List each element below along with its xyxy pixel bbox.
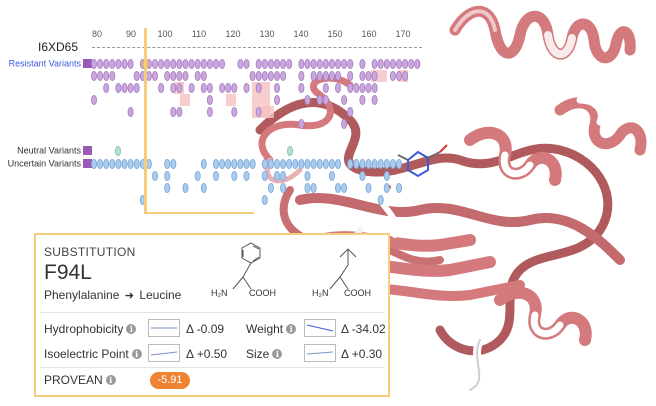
provean-text: PROVEAN	[44, 373, 103, 387]
from-residue: Phenylalanine	[44, 288, 120, 302]
axis-tick: 80	[91, 29, 103, 39]
residue-change: Phenylalanine ➜ Leucine	[44, 288, 181, 302]
isoelectric-text: Isoelectric Point	[44, 347, 129, 361]
amine-label-a: H₂N	[211, 288, 228, 298]
substitution-heading: SUBSTITUTION	[44, 245, 136, 259]
weight-text: Weight	[246, 322, 284, 336]
track-label-resistant: Resistant Variants	[8, 58, 81, 69]
track-neutral[interactable]: Neutral Variants	[0, 145, 92, 157]
variant-id: F94L	[44, 261, 92, 284]
substitution-card: SUBSTITUTION F94L Phenylalanine ➜ Leucin…	[34, 233, 390, 397]
sequence-name: I6XD65	[38, 40, 79, 54]
hydrophobicity-text: Hydrophobicity	[44, 322, 124, 336]
isoelectric-value: Δ +0.50	[186, 347, 228, 361]
size-value: Δ +0.30	[341, 347, 383, 361]
provean-score-badge: -5.91	[150, 372, 190, 389]
axis-tick: 100	[157, 29, 173, 39]
phenylalanine-structure: H₂N COOH	[211, 235, 291, 305]
track-uncertain[interactable]: Uncertain Variants	[0, 158, 92, 170]
resistant-swatch	[83, 59, 92, 69]
info-icon[interactable]: i	[286, 324, 297, 334]
neutral-swatch	[83, 146, 92, 156]
weight-value: Δ -34.02	[341, 322, 386, 336]
arrow-right-icon: ➜	[124, 290, 134, 302]
divider	[40, 312, 384, 313]
divider	[40, 367, 384, 368]
axis-tick: 120	[225, 29, 241, 39]
size-sparkline	[304, 344, 336, 362]
sequence-line	[92, 47, 422, 48]
track-label-neutral: Neutral Variants	[17, 145, 81, 156]
uncertain-swatch	[83, 159, 92, 169]
guide-line	[144, 212, 254, 214]
provean-label: PROVEAN i	[44, 373, 116, 387]
axis-tick: 170	[395, 29, 411, 39]
size-label: Size i	[246, 347, 283, 361]
axis-tick: 160	[361, 29, 377, 39]
axis-tick: 130	[259, 29, 275, 39]
isoelectric-label: Isoelectric Point i	[44, 347, 142, 361]
hydrophobicity-label: Hydrophobicity i	[44, 322, 137, 336]
axis-tick: 140	[293, 29, 309, 39]
track-label-uncertain: Uncertain Variants	[7, 158, 81, 169]
leucine-structure: H₂N COOH	[310, 245, 390, 305]
track-resistant[interactable]: Resistant Variants	[0, 58, 92, 70]
weight-label: Weight i	[246, 322, 297, 336]
axis-tick: 150	[327, 29, 343, 39]
acid-label-a: COOH	[249, 288, 276, 298]
axis-tick: 110	[191, 29, 207, 39]
info-icon[interactable]: i	[272, 349, 283, 359]
acid-label-b: COOH	[344, 288, 371, 298]
guide-line	[144, 28, 147, 214]
hydrophobicity-value: Δ -0.09	[186, 322, 225, 336]
weight-sparkline	[304, 319, 336, 337]
info-icon[interactable]: i	[131, 349, 142, 359]
ribbon-backbone	[255, 98, 613, 356]
info-icon[interactable]: i	[126, 324, 137, 334]
axis-tick: 90	[125, 29, 137, 39]
amine-label-b: H₂N	[312, 288, 329, 298]
size-text: Size	[246, 347, 270, 361]
info-icon[interactable]: i	[105, 375, 116, 385]
to-residue: Leucine	[139, 288, 182, 302]
hydrophobicity-sparkline	[148, 319, 180, 337]
isoelectric-sparkline	[148, 344, 180, 362]
